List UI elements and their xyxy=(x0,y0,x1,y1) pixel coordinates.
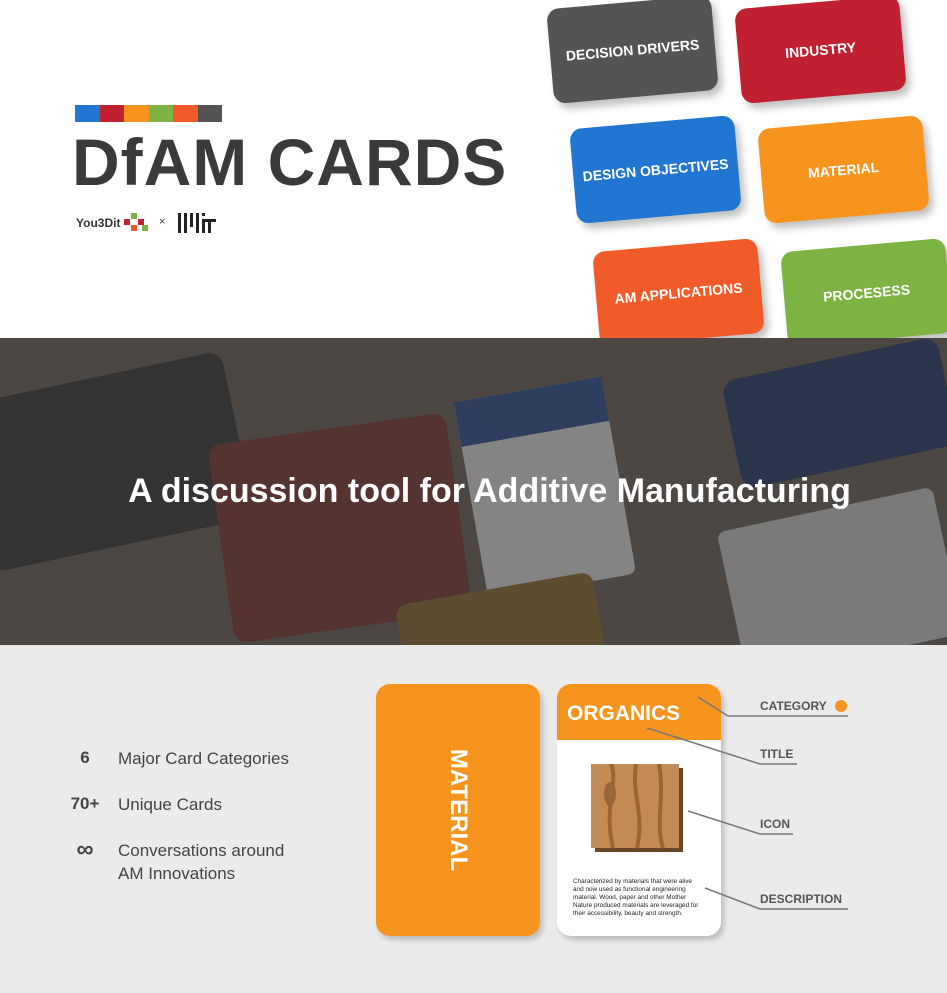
callout-label: TITLE xyxy=(760,747,794,761)
banner: A discussion tool for Additive Manufactu… xyxy=(0,338,947,645)
stat-value: 6 xyxy=(80,748,90,767)
separator: × xyxy=(159,216,166,228)
strip-block xyxy=(124,105,149,122)
card-header xyxy=(557,684,721,740)
stat-value: ∞ xyxy=(76,836,94,863)
strip-block xyxy=(99,105,124,122)
partner-logo: You3Dit xyxy=(76,216,121,230)
stat-label: Conversations around AM Innovations xyxy=(118,841,285,883)
card-front: ORGANICS Characterized by materials that… xyxy=(557,684,721,936)
card-back: MATERIAL xyxy=(376,684,540,936)
callout-label: CATEGORY xyxy=(760,699,827,713)
banner-photo xyxy=(0,338,947,645)
card-description: Characterized by materials that were ali… xyxy=(573,878,699,917)
stat-label: Major Card Categories xyxy=(118,749,290,768)
title: DfAM CARDS xyxy=(72,125,508,199)
callout-label: DESCRIPTION xyxy=(760,892,843,906)
card-title: ORGANICS xyxy=(567,702,681,725)
stat-value: 70+ xyxy=(70,794,100,813)
strip-block xyxy=(173,105,198,122)
stat-label: Unique Cards xyxy=(118,795,222,814)
color-strip xyxy=(75,105,222,122)
headline: A discussion tool for Additive Manufactu… xyxy=(128,472,851,510)
strip-block xyxy=(148,105,173,122)
mit-logo xyxy=(178,213,216,233)
card-icon xyxy=(591,764,683,852)
header: DfAM CARDS You3Dit × DECISION DRIVERS IND… xyxy=(0,0,947,338)
partner-icon xyxy=(124,213,148,231)
strip-block xyxy=(75,105,100,122)
strip-block xyxy=(197,105,222,122)
callout-label: ICON xyxy=(760,817,790,831)
